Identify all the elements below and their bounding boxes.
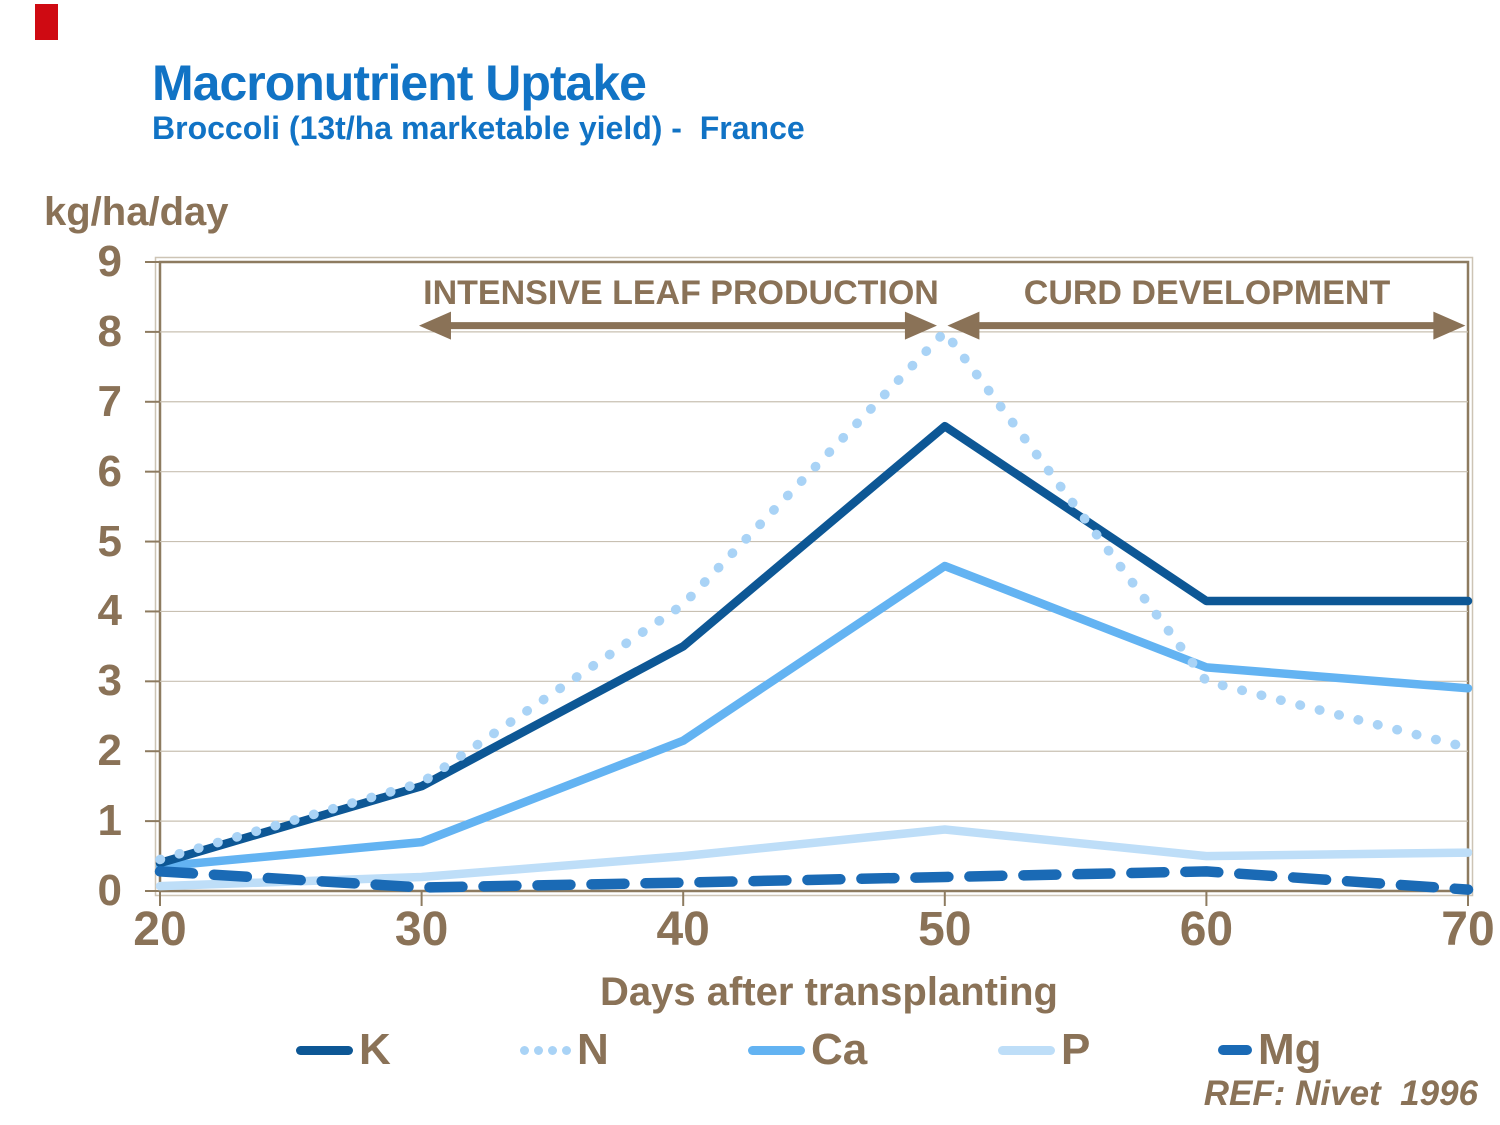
reference-text: REF: Nivet 1996 xyxy=(1203,1074,1478,1113)
legend-swatch-n xyxy=(520,1045,571,1055)
phase-arrow-head-right-1 xyxy=(1433,311,1466,340)
x-tick-label: 30 xyxy=(394,903,449,956)
legend-swatch-mg xyxy=(1218,1045,1252,1055)
phase-arrow-head-left-0 xyxy=(418,311,451,340)
y-axis-unit-label: kg/ha/day xyxy=(44,190,229,234)
legend-swatch-k xyxy=(296,1045,353,1055)
y-tick-label: 8 xyxy=(97,306,122,356)
phase-arrow-head-right-0 xyxy=(904,311,937,340)
x-tick-label: 40 xyxy=(656,903,710,956)
x-tick-label: 60 xyxy=(1179,903,1234,956)
legend-item-ca: Ca xyxy=(748,1026,867,1074)
page-subtitle: Broccoli (13t/ha marketable yield) - Fra… xyxy=(152,110,805,146)
legend-swatch-p xyxy=(998,1045,1055,1055)
series-line-p xyxy=(155,825,1473,891)
y-tick-label: 7 xyxy=(97,376,122,426)
slide-accent-bar xyxy=(35,4,58,40)
y-tick-label: 9 xyxy=(97,237,122,286)
series-line-k xyxy=(155,421,1473,868)
y-tick-label: 0 xyxy=(97,866,122,915)
legend-item-mg: Mg xyxy=(1218,1026,1322,1074)
plot-frame xyxy=(158,260,1470,893)
series-line-ca xyxy=(155,561,1473,871)
page-title: Macronutrient Uptake xyxy=(152,55,647,111)
plot-frame-shadow xyxy=(154,256,1474,897)
series-line-n xyxy=(155,327,1473,865)
legend-item-n: N xyxy=(520,1026,609,1074)
legend-swatch-ca xyxy=(748,1045,805,1055)
legend-item-k: K xyxy=(296,1026,391,1074)
legend-label-k: K xyxy=(359,1025,391,1074)
x-tick-label: 70 xyxy=(1441,903,1495,956)
phase-arrow-head-left-1 xyxy=(947,311,980,340)
y-tick-label: 5 xyxy=(97,516,122,566)
y-tick-label: 4 xyxy=(97,586,122,636)
legend-label-ca: Ca xyxy=(811,1025,868,1074)
x-tick-label: 20 xyxy=(133,903,187,956)
annotation-intensive-leaf-production: INTENSIVE LEAF PRODUCTION xyxy=(423,274,939,312)
series-line-mg xyxy=(154,866,1474,895)
legend-item-p: P xyxy=(998,1026,1090,1074)
annotation-curd-development: CURD DEVELOPMENT xyxy=(1023,274,1391,312)
x-axis-label: Days after transplanting xyxy=(600,970,1058,1014)
legend-label-n: N xyxy=(577,1025,609,1074)
x-tick-label: 50 xyxy=(918,903,972,956)
y-tick-label: 1 xyxy=(97,796,122,846)
legend-label-mg: Mg xyxy=(1258,1025,1322,1074)
y-tick-label: 3 xyxy=(97,656,122,706)
y-tick-label: 2 xyxy=(97,726,122,776)
y-tick-label: 6 xyxy=(97,446,122,496)
legend-label-p: P xyxy=(1061,1025,1091,1074)
